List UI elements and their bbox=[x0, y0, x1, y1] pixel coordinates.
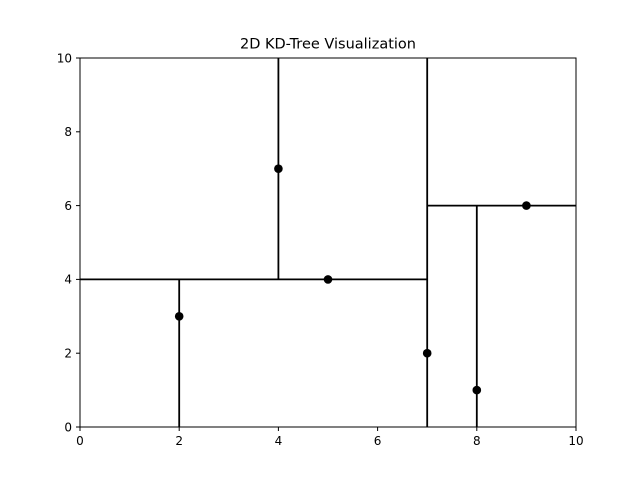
data-point-5 bbox=[522, 201, 531, 210]
data-points bbox=[174, 164, 531, 395]
y-axis-ticks: 0 2 4 6 8 10 bbox=[57, 51, 80, 434]
y-tick-label-4: 8 bbox=[64, 125, 72, 139]
x-tick-label-1: 2 bbox=[175, 434, 183, 448]
x-tick-label-5: 10 bbox=[568, 434, 583, 448]
y-tick-label-5: 10 bbox=[57, 51, 72, 65]
x-tick-label-4: 8 bbox=[473, 434, 481, 448]
data-point-2 bbox=[323, 275, 333, 284]
x-tick-label-3: 6 bbox=[374, 434, 382, 448]
data-point-4 bbox=[472, 385, 482, 395]
y-tick-label-3: 6 bbox=[64, 199, 72, 213]
data-point-0 bbox=[174, 312, 184, 321]
plot-frame bbox=[79, 57, 577, 428]
y-tick-label-0: 0 bbox=[64, 420, 72, 434]
data-point-1 bbox=[274, 164, 283, 173]
x-tick-label-2: 4 bbox=[275, 434, 283, 448]
y-tick-label-2: 4 bbox=[64, 273, 72, 287]
data-point-3 bbox=[422, 348, 432, 358]
x-tick-label-0: 0 bbox=[76, 434, 84, 448]
x-axis-ticks: 0 2 4 6 8 10 bbox=[76, 427, 584, 448]
chart-title: 2D KD-Tree Visualization bbox=[240, 37, 416, 53]
y-tick-label-1: 2 bbox=[64, 347, 72, 361]
